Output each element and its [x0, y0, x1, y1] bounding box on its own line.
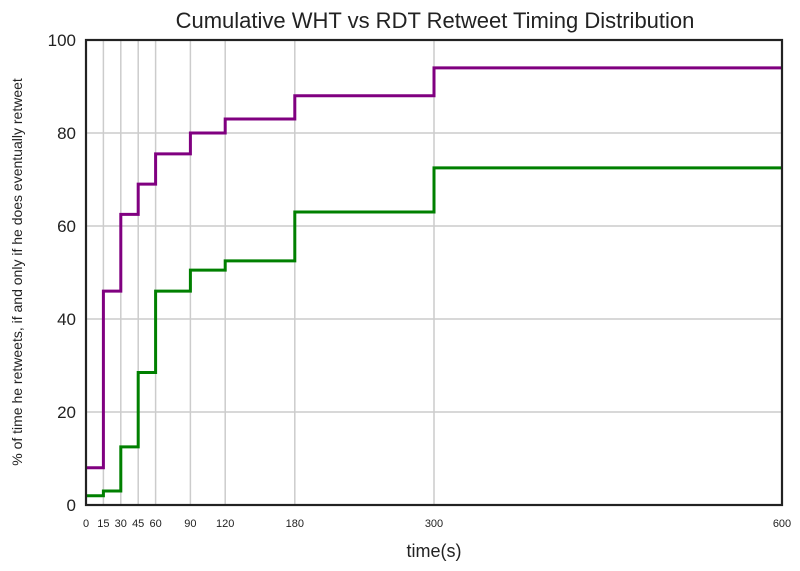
- x-tick-label: 600: [773, 518, 791, 530]
- x-tick-label: 0: [83, 518, 89, 530]
- series-line-1: [86, 66, 782, 470]
- x-tick-label: 90: [184, 518, 196, 530]
- series-group: [86, 66, 782, 498]
- x-tick-label: 45: [132, 518, 144, 530]
- x-tick-label: 15: [97, 518, 109, 530]
- x-tick-label: 300: [425, 518, 443, 530]
- series-line-2: [86, 166, 782, 498]
- x-tick-label: 180: [286, 518, 304, 530]
- y-tick-label: 20: [57, 403, 76, 422]
- y-tick-label: 100: [48, 31, 76, 50]
- chart-title: Cumulative WHT vs RDT Retweet Timing Dis…: [176, 8, 695, 33]
- x-tick-label: 30: [115, 518, 127, 530]
- x-tick-labels: 0 15 30 45 60 90 120 180 300 600: [83, 518, 791, 530]
- x-axis-label: time(s): [407, 541, 462, 561]
- y-tick-label: 40: [57, 310, 76, 329]
- y-tick-labels: 0 20 40 60 80 100: [48, 31, 76, 515]
- y-axis-label: % of time he retweets, if and only if he…: [9, 78, 25, 466]
- y-tick-label: 80: [57, 124, 76, 143]
- plot-frame: [84, 38, 784, 507]
- y-tick-label: 60: [57, 217, 76, 236]
- x-tick-label: 120: [216, 518, 234, 530]
- y-tick-label: 0: [67, 496, 76, 515]
- x-tick-label: 60: [149, 518, 161, 530]
